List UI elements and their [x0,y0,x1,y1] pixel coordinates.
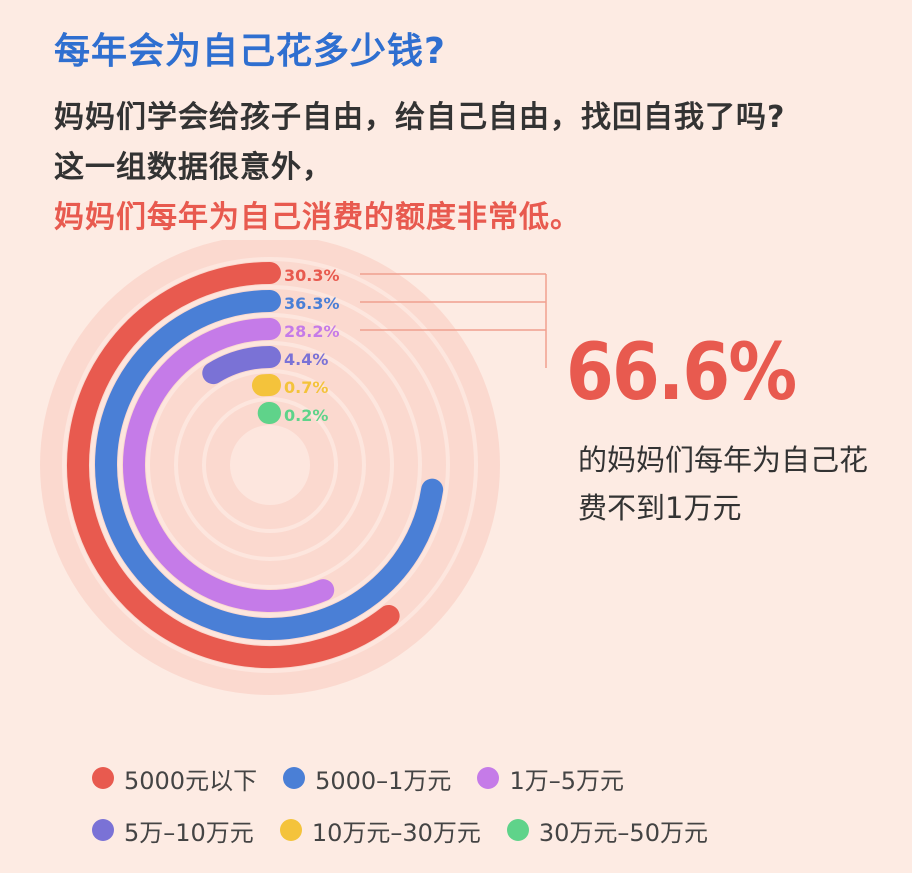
chart-ring-0 [62,257,478,673]
legend-item: 5000元以下 [92,761,257,796]
legend-label: 5000元以下 [124,766,258,795]
value-label-4: 0.7% [284,378,328,397]
bar-2 [123,318,335,612]
legend-item: 10万元–30万元 [279,813,481,848]
page-title: 每年会为自己花多少钱? [54,31,446,72]
legend-swatch [92,767,114,789]
legend-label: 5000–1万元 [315,766,452,795]
subtitle-line-3-highlight: 妈妈们每年为自己消费的额度非常低。 [54,200,581,235]
chart-ring-4 [174,369,366,561]
value-label-0: 30.3% [284,266,340,285]
legend-swatch [283,767,306,789]
legend-swatch [279,819,302,841]
value-label-2: 28.2% [284,322,340,341]
chart-ring-5 [202,397,338,533]
highlight-percentage: 66.6% [566,328,797,418]
chart-center [230,425,310,505]
radial-bar-chart: 30.3% 36.3% 28.2% 4.4% 0.7% 0.2% [40,240,547,695]
value-label-1: 36.3% [284,294,340,313]
chart-ring-1 [90,285,450,645]
chart-ring-3 [146,341,394,589]
bar-0 [67,262,400,668]
legend-label: 1万–5万元 [509,766,624,795]
legend-label: 5万–10万元 [124,818,254,847]
legend-label: 30万元–50万元 [538,818,708,847]
chart-ring-2 [118,313,422,617]
legend-row-1: 5万–10万元 10万元–30万元 30万元–50万元 [92,804,812,856]
legend-swatch [477,767,500,789]
legend-item: 30万元–50万元 [506,813,708,848]
legend-item: 5000–1万元 [283,761,451,796]
legend-item: 5万–10万元 [92,813,254,848]
highlight-caption: 的妈妈们每年为自己花费不到1万元 [578,443,869,525]
legend-row-0: 5000元以下 5000–1万元 1万–5万元 [92,752,812,804]
legend-label: 10万元–30万元 [311,818,481,847]
bar-3 [202,346,281,385]
legend-item: 1万–5万元 [477,761,624,796]
legend-swatch [92,819,114,841]
bar-1 [95,290,444,640]
chart-legend: 5000元以下 5000–1万元 1万–5万元 5万–10万元 10万元–30万元 30万… [92,752,812,856]
legend-swatch [506,819,529,841]
subtitle-line-2: 这一组数据很意外， [54,150,333,185]
value-label-5: 0.2% [284,406,328,425]
value-label-3: 4.4% [284,350,328,369]
subtitle-line-1: 妈妈们学会给孩子自由，给自己自由，找回自我了吗? [54,100,786,135]
